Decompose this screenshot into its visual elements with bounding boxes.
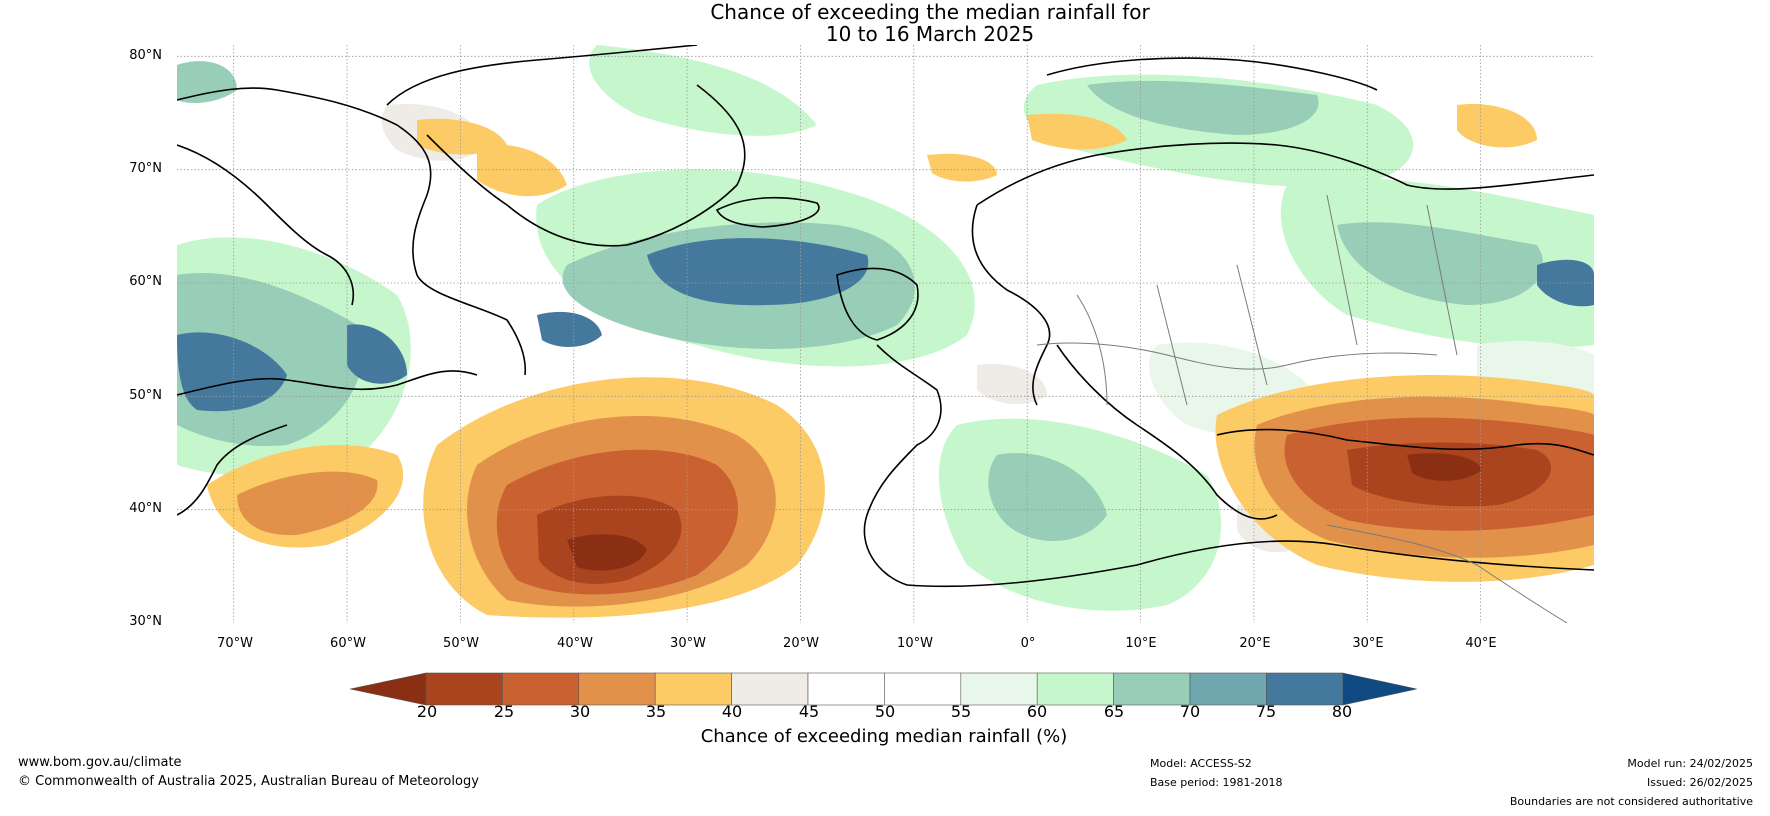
colorbar-segment (502, 672, 580, 706)
colorbar-segment (1113, 672, 1191, 706)
coast-north-africa (906, 540, 1594, 588)
colorbar-tick-80: 80 (1331, 702, 1353, 721)
footer-copyright: © Commonwealth of Australia 2025, Austra… (18, 774, 479, 789)
colorbar-tick-30: 30 (569, 702, 591, 721)
lon-label-10e: 10°E (1125, 636, 1157, 651)
colorbar-tick-20: 20 (416, 702, 438, 721)
lon-label-30w: 30°W (670, 636, 706, 651)
map-title-line-2: 10 to 16 March 2025 (825, 22, 1035, 46)
lat-label-80n: 80°N (129, 48, 162, 63)
lon-label-70w: 70°W (217, 636, 253, 651)
lon-label-60w: 60°W (330, 636, 366, 651)
colorbar-extend-low (350, 672, 427, 706)
lon-label-30e: 30°E (1352, 636, 1384, 651)
coast-gulf-st-lawrence (177, 370, 478, 396)
colorbar-segment (1266, 672, 1344, 706)
map-title-line-1: Chance of exceeding the median rainfall … (710, 0, 1150, 24)
probability-field-below-20 (567, 453, 1482, 571)
colorbar-tick-35: 35 (645, 702, 667, 721)
colorbar-segment (654, 672, 732, 706)
footer-model-run: Model run: 24/02/2025 (1627, 757, 1753, 770)
colorbar-segment (731, 672, 809, 706)
colorbar-tick-50: 50 (874, 702, 896, 721)
coast-north-america (177, 87, 527, 376)
colorbar-tick-65: 65 (1103, 702, 1125, 721)
lon-label-40w: 40°W (557, 636, 593, 651)
coast-norway-west (971, 204, 1051, 406)
colorbar-tick-25: 25 (493, 702, 515, 721)
lon-label-10w: 10°W (897, 636, 933, 651)
coast-black-sea (1216, 428, 1594, 456)
lat-label-50n: 50°N (129, 388, 162, 403)
coast-italy-balkans (1056, 344, 1278, 520)
coast-british-isles (836, 267, 919, 341)
colorbar-label: Chance of exceeding median rainfall (%) (700, 726, 1068, 747)
colorbar-segment (807, 672, 885, 706)
coast-iceland (715, 196, 820, 228)
colorbar (350, 672, 1417, 706)
colorbar-tick-55: 55 (950, 702, 972, 721)
footer-disclaimer: Boundaries are not considered authoritat… (1509, 795, 1753, 808)
lon-label-20w: 20°W (783, 636, 819, 651)
lon-label-40e: 40°E (1465, 636, 1497, 651)
coast-hudson-bay (177, 144, 354, 306)
lat-label-40n: 40°N (129, 501, 162, 516)
footer-model: Model: ACCESS-S2 (1150, 757, 1252, 770)
lon-label-0: 0° (1020, 636, 1036, 651)
lat-label-60n: 60°N (129, 274, 162, 289)
colorbar-segment (1189, 672, 1267, 706)
coast-western-europe (863, 344, 942, 586)
colorbar-segment (1036, 672, 1114, 706)
footer-base-period: Base period: 1981-2018 (1150, 776, 1283, 789)
colorbar-tick-45: 45 (798, 702, 820, 721)
colorbar-tick-70: 70 (1179, 702, 1201, 721)
graticule (177, 45, 1594, 623)
colorbar-tick-75: 75 (1255, 702, 1277, 721)
lon-label-50w: 50°W (443, 636, 479, 651)
lat-label-30n: 30°N (129, 614, 162, 629)
colorbar-segment (578, 672, 656, 706)
coast-scandinavia-north (976, 142, 1594, 206)
colorbar-segment (884, 672, 962, 706)
coast-greenland (386, 45, 746, 247)
footer-website: www.bom.gov.au/climate (18, 755, 182, 770)
colorbar-tick-60: 60 (1026, 702, 1048, 721)
colorbar-segment (425, 672, 503, 706)
colorbar-segment (960, 672, 1038, 706)
colorbar-tick-40: 40 (721, 702, 743, 721)
coastlines (177, 45, 1594, 588)
lon-label-20e: 20°E (1239, 636, 1271, 651)
coast-us-east (177, 424, 288, 516)
rainfall-probability-map (177, 45, 1594, 623)
coast-svalbard (1046, 57, 1378, 91)
country-boundaries (1036, 194, 1568, 623)
footer-issued: Issued: 26/02/2025 (1646, 776, 1753, 789)
colorbar-extend-high (1342, 672, 1417, 706)
probability-field-70-80 (177, 238, 1594, 412)
lat-label-70n: 70°N (129, 161, 162, 176)
